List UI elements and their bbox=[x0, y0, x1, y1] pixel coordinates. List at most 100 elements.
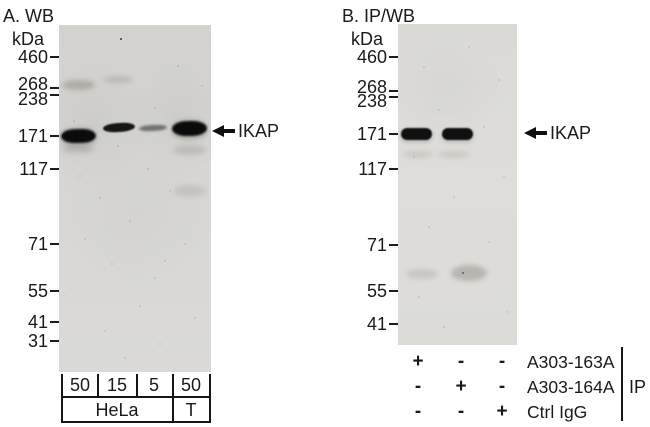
noise-specks bbox=[398, 24, 400, 26]
mw-tick bbox=[389, 56, 398, 58]
sample-group: T bbox=[185, 400, 197, 420]
mw-marker-label: 41 bbox=[366, 314, 387, 334]
mw-marker-label: 117 bbox=[19, 159, 48, 179]
panel-a-title: A. WB bbox=[3, 6, 55, 26]
faint-band bbox=[438, 151, 470, 158]
band-lane3-ikap bbox=[138, 124, 168, 132]
mw-marker-171: 171 bbox=[345, 125, 398, 143]
blot-membrane-b bbox=[398, 24, 517, 345]
table-line bbox=[209, 374, 211, 423]
table-line bbox=[97, 374, 99, 397]
antibody-label: A303-163A bbox=[527, 352, 615, 372]
faint-band bbox=[62, 80, 95, 90]
mw-marker-268: 268 bbox=[345, 78, 398, 96]
blot-membrane-a bbox=[59, 25, 211, 372]
mw-marker-label: 238 bbox=[356, 91, 387, 111]
arrow-left-icon bbox=[212, 125, 224, 137]
mw-marker-label: 171 bbox=[17, 126, 48, 146]
mw-marker-label: 238 bbox=[17, 89, 48, 109]
ikap-label: IKAP bbox=[550, 123, 592, 143]
mw-marker-label: 71 bbox=[366, 235, 387, 255]
ip-cell: - bbox=[457, 401, 465, 422]
mw-tick bbox=[389, 244, 398, 246]
table-line bbox=[61, 421, 211, 423]
mw-tick bbox=[389, 133, 398, 135]
mw-tick bbox=[389, 323, 398, 325]
mw-marker-label: 460 bbox=[17, 47, 48, 67]
mw-tick bbox=[50, 340, 59, 342]
mw-marker-171: 171 bbox=[6, 127, 59, 145]
panel-a-kda-label: kDa bbox=[11, 29, 44, 49]
mw-marker-71: 71 bbox=[6, 235, 59, 253]
table-line bbox=[61, 374, 63, 423]
mw-marker-label: 55 bbox=[366, 281, 387, 301]
ip-cell: - bbox=[457, 351, 465, 372]
mw-tick bbox=[50, 135, 59, 137]
arrow-left-icon bbox=[524, 127, 536, 139]
panel-b-kda-label: kDa bbox=[350, 29, 383, 49]
mw-marker-label: 460 bbox=[356, 47, 387, 67]
mw-tick bbox=[50, 321, 59, 323]
mw-marker-460: 460 bbox=[345, 48, 398, 66]
faint-band bbox=[406, 269, 438, 279]
mw-tick bbox=[50, 243, 59, 245]
mw-marker-55: 55 bbox=[345, 282, 398, 300]
lane-load: 15 bbox=[106, 375, 128, 395]
mw-marker-label: 268 bbox=[356, 77, 387, 97]
faint-band bbox=[451, 265, 487, 281]
mw-tick bbox=[50, 56, 59, 58]
ikap-annotation-a: IKAP bbox=[212, 121, 279, 141]
mw-tick bbox=[50, 87, 59, 89]
ip-cell: + bbox=[455, 376, 467, 397]
mw-marker-268: 268 bbox=[6, 75, 59, 93]
mw-marker-460: 460 bbox=[6, 48, 59, 66]
ikap-annotation-b: IKAP bbox=[524, 123, 591, 143]
antibody-label: Ctrl IgG bbox=[527, 402, 588, 422]
ip-bracket-line bbox=[621, 347, 623, 421]
mw-tick bbox=[389, 168, 398, 170]
band-lane2-ikap bbox=[102, 121, 136, 134]
faint-band bbox=[174, 185, 206, 197]
band-ip-lane1-ikap bbox=[401, 128, 432, 140]
mw-tick bbox=[50, 168, 59, 170]
mw-marker-label: 31 bbox=[27, 331, 48, 351]
ip-cell: - bbox=[498, 376, 506, 397]
mw-marker-label: 71 bbox=[27, 234, 48, 254]
band-lane4-ikap bbox=[171, 120, 208, 137]
ip-cell: - bbox=[498, 351, 506, 372]
mw-marker-label: 41 bbox=[27, 312, 48, 332]
table-line bbox=[136, 374, 138, 397]
antibody-label: A303-164A bbox=[527, 377, 615, 397]
mw-tick bbox=[50, 290, 59, 292]
mw-tick bbox=[50, 94, 59, 96]
ip-cell: + bbox=[412, 351, 424, 372]
lane-load: 50 bbox=[180, 375, 202, 395]
faint-band bbox=[403, 151, 433, 158]
faint-band bbox=[104, 76, 133, 83]
faint-band bbox=[62, 145, 94, 153]
faint-band bbox=[173, 145, 206, 155]
mw-marker-41: 41 bbox=[345, 315, 398, 333]
arrow-shaft bbox=[536, 131, 547, 135]
ip-cell: - bbox=[414, 376, 422, 397]
lane-load: 50 bbox=[69, 375, 91, 395]
mw-marker-label: 117 bbox=[358, 159, 387, 179]
mw-tick bbox=[389, 96, 398, 98]
noise-specks bbox=[59, 25, 61, 27]
mw-marker-238: 238 bbox=[6, 90, 59, 108]
mw-marker-117: 117 bbox=[345, 160, 398, 178]
ip-cell: - bbox=[414, 401, 422, 422]
mw-marker-238: 238 bbox=[345, 92, 398, 110]
mw-tick bbox=[389, 290, 398, 292]
ip-cell: + bbox=[496, 401, 508, 422]
table-line bbox=[61, 396, 211, 398]
mw-marker-71: 71 bbox=[345, 236, 398, 254]
band-ip-lane2-ikap bbox=[442, 128, 473, 140]
mw-marker-31: 31 bbox=[6, 332, 59, 350]
band-lane1-ikap bbox=[60, 128, 97, 144]
arrow-shaft bbox=[224, 129, 235, 133]
mw-marker-55: 55 bbox=[6, 282, 59, 300]
mw-marker-117: 117 bbox=[6, 160, 59, 178]
ikap-label: IKAP bbox=[238, 121, 280, 141]
